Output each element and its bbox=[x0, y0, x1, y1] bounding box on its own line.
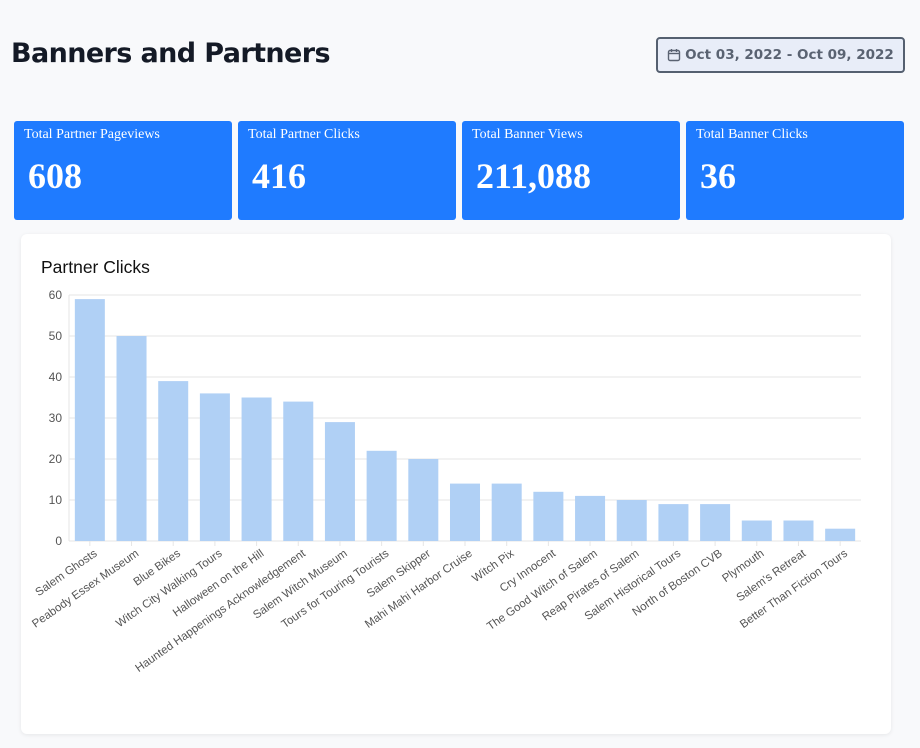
bar bbox=[158, 381, 189, 541]
stat-label: Total Banner Views bbox=[472, 127, 583, 142]
date-range-label: Oct 03, 2022 - Oct 09, 2022 bbox=[685, 47, 894, 63]
y-tick-label: 30 bbox=[49, 411, 63, 425]
bar bbox=[700, 504, 731, 541]
page-title: Banners and Partners bbox=[11, 38, 331, 69]
chart-title: Partner Clicks bbox=[41, 257, 150, 277]
y-tick-label: 10 bbox=[49, 493, 63, 507]
bar bbox=[616, 500, 647, 541]
y-tick-label: 20 bbox=[49, 452, 63, 466]
y-tick-label: 0 bbox=[55, 534, 62, 548]
bar bbox=[116, 336, 147, 541]
stat-card-partner-clicks: Total Partner Clicks 416 bbox=[238, 121, 456, 220]
bar bbox=[658, 504, 689, 541]
bar bbox=[241, 397, 272, 541]
stat-value: 416 bbox=[252, 156, 306, 196]
stat-value: 608 bbox=[28, 156, 82, 196]
bar bbox=[741, 520, 772, 541]
stat-card-banner-clicks: Total Banner Clicks 36 bbox=[686, 121, 904, 220]
stat-label: Total Partner Pageviews bbox=[24, 127, 160, 142]
y-tick-label: 50 bbox=[49, 329, 63, 343]
bar bbox=[199, 393, 230, 541]
stat-card-banner-views: Total Banner Views 211,088 bbox=[462, 121, 680, 220]
stat-label: Total Banner Clicks bbox=[696, 127, 808, 142]
stat-card-partner-pageviews: Total Partner Pageviews 608 bbox=[14, 121, 232, 220]
bar bbox=[283, 401, 314, 541]
bar bbox=[324, 422, 355, 541]
bar bbox=[366, 450, 397, 541]
bar bbox=[783, 520, 814, 541]
y-tick-label: 60 bbox=[49, 288, 63, 302]
stat-value: 211,088 bbox=[476, 156, 592, 196]
partner-clicks-chart-card: Partner Clicks 0 10 20 30 40 50 60 Salem Ghosts… bbox=[21, 234, 891, 734]
y-tick-label: 40 bbox=[49, 370, 63, 384]
bar bbox=[825, 528, 856, 541]
date-range-button[interactable]: Oct 03, 2022 - Oct 09, 2022 bbox=[656, 37, 905, 73]
bar bbox=[408, 459, 439, 541]
x-tick-label: Salem's Retreat bbox=[735, 547, 809, 604]
bar bbox=[575, 495, 606, 541]
bar bbox=[491, 483, 522, 541]
stat-label: Total Partner Clicks bbox=[248, 127, 360, 142]
stat-value: 36 bbox=[700, 156, 736, 196]
calendar-icon bbox=[667, 48, 681, 62]
bar bbox=[533, 491, 564, 541]
bar bbox=[74, 299, 105, 541]
bar bbox=[449, 483, 481, 541]
